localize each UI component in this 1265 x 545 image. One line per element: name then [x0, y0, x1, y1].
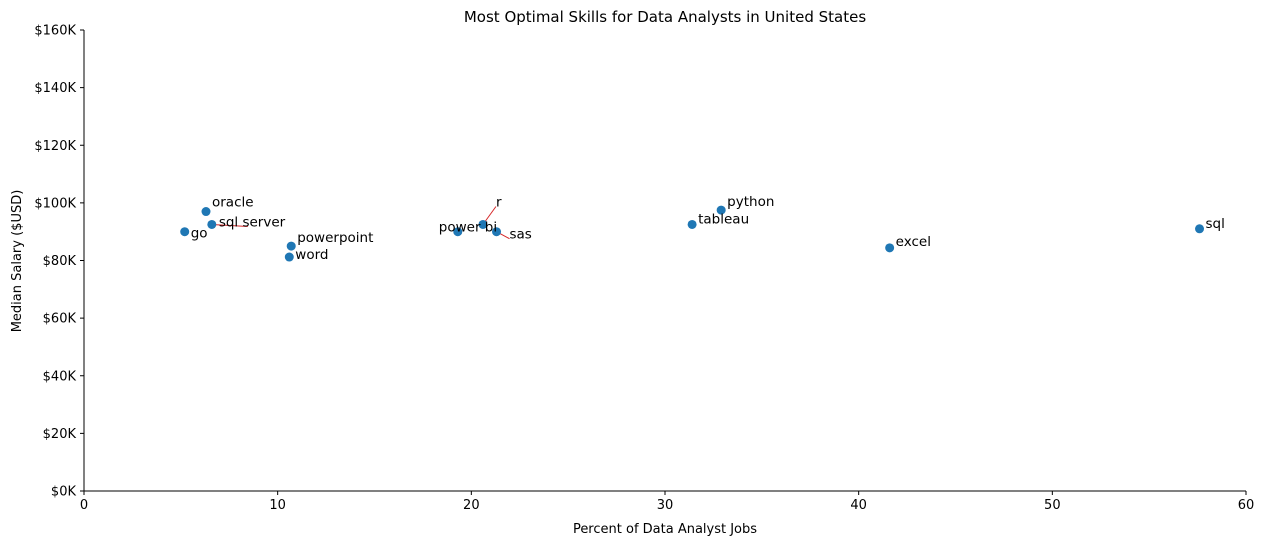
y-axis: $0K $20K $40K $60K $80K $100K $120K $140K $160K	[34, 24, 85, 500]
point-label: excel	[896, 234, 931, 250]
point-label: powerpoint	[297, 230, 373, 246]
data-points	[180, 205, 1205, 262]
x-tick-label: 20	[463, 498, 480, 513]
data-point	[453, 227, 463, 237]
point-label: sas	[510, 227, 532, 243]
point-label: python	[727, 194, 774, 210]
data-point	[687, 219, 697, 229]
point-label: power bi	[439, 220, 497, 236]
point-label: sql server	[219, 214, 286, 230]
data-point	[180, 227, 190, 237]
point-label: go	[191, 226, 208, 242]
y-tick-label: $140K	[34, 81, 76, 96]
y-tick-label: $80K	[43, 254, 77, 269]
x-tick-label: 0	[80, 498, 88, 513]
x-tick-label: 10	[269, 498, 286, 513]
y-tick-label: $40K	[43, 369, 77, 384]
x-tick-label: 60	[1238, 498, 1255, 513]
y-tick-label: $0K	[51, 485, 77, 500]
data-point	[207, 219, 217, 229]
point-label: tableau	[698, 211, 749, 227]
x-tick-label: 30	[657, 498, 674, 513]
y-axis-label: Median Salary ($USD)	[10, 190, 25, 333]
point-label: word	[295, 247, 328, 263]
data-point	[492, 227, 502, 237]
connector-line	[211, 223, 248, 227]
data-point	[201, 207, 211, 217]
point-label: r	[496, 194, 502, 210]
point-label: oracle	[212, 195, 254, 211]
x-axis: 0 10 20 30 40 50 60	[80, 490, 1255, 513]
y-tick-label: $160K	[34, 24, 76, 39]
y-tick-label: $60K	[43, 312, 77, 327]
x-axis-label: Percent of Data Analyst Jobs	[573, 522, 757, 537]
y-tick-label: $100K	[34, 196, 76, 211]
data-point	[478, 219, 488, 229]
data-point	[286, 241, 296, 251]
y-tick-label: $120K	[34, 139, 76, 154]
chart-title: Most Optimal Skills for Data Analysts in…	[464, 8, 866, 26]
x-tick-label: 50	[1044, 498, 1061, 513]
y-tick-label: $20K	[43, 427, 77, 442]
data-point	[284, 252, 294, 262]
point-label: sql	[1206, 216, 1225, 232]
x-tick-label: 40	[850, 498, 867, 513]
data-point	[716, 205, 726, 215]
data-point	[885, 243, 895, 253]
data-point	[1195, 224, 1205, 234]
